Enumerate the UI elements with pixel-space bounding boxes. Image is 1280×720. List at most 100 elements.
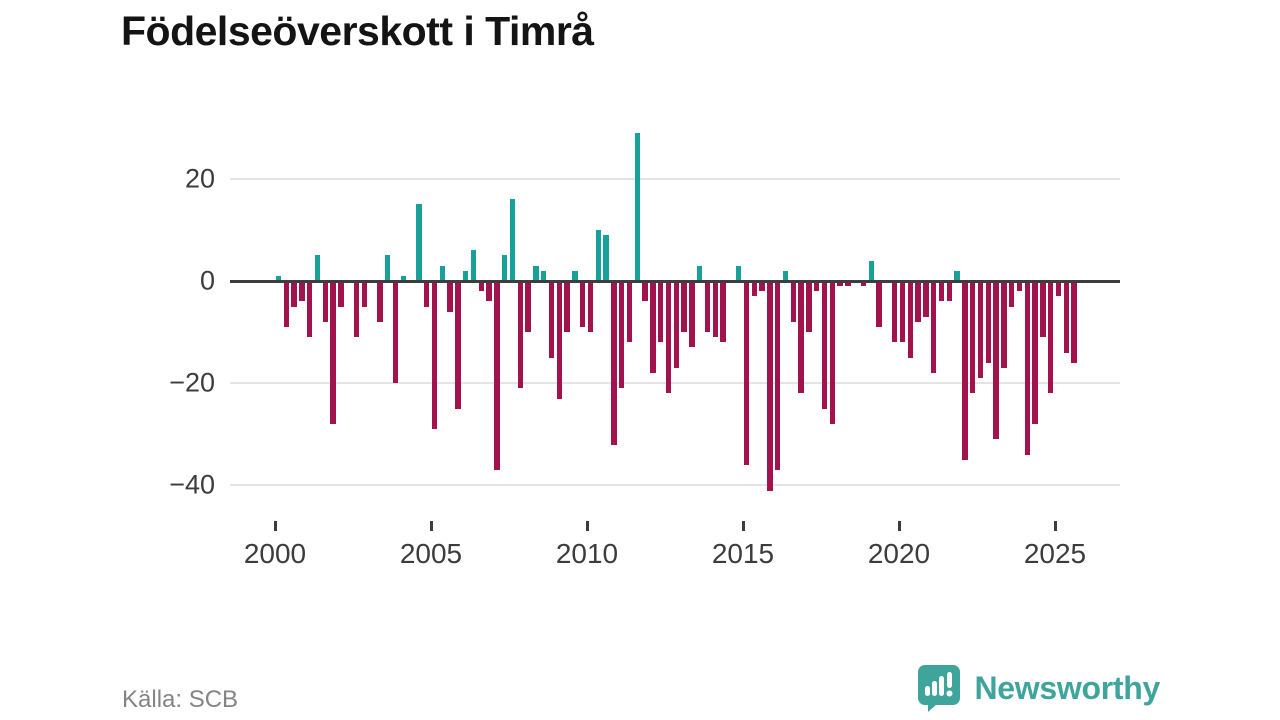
bar: [478, 281, 485, 292]
bar: [611, 281, 617, 445]
bar: [946, 281, 953, 302]
bar: [712, 281, 719, 338]
bar: [299, 281, 305, 302]
bar: [798, 281, 804, 394]
page-title: Födelseöverskott i Timrå: [121, 8, 594, 54]
bar: [735, 265, 742, 281]
bar: [837, 281, 843, 287]
bar: [681, 281, 687, 333]
newsworthy-wordmark: Newsworthy: [974, 669, 1161, 706]
bar: [1001, 281, 1007, 368]
bar: [891, 281, 898, 343]
bar: [330, 281, 336, 425]
bar: [540, 270, 547, 281]
bar: [447, 281, 453, 312]
x-tick-mark-2010: [585, 521, 589, 531]
bar: [1016, 281, 1023, 292]
bar: [517, 281, 524, 389]
bar: [509, 199, 516, 281]
bar: [626, 281, 633, 343]
bar: [829, 281, 836, 425]
x-tick-mark-2015: [741, 521, 745, 531]
bar: [618, 281, 625, 389]
bar: [361, 281, 368, 307]
bar: [392, 281, 399, 384]
bar: [767, 281, 773, 491]
bar: [813, 281, 820, 292]
newsworthy-logo[interactable]: Newsworthy: [917, 664, 1161, 712]
bar: [1040, 281, 1046, 338]
gridline-y--40: [230, 484, 1120, 487]
bar: [439, 265, 446, 281]
bar: [634, 132, 641, 281]
bar: [377, 281, 383, 322]
bar: [306, 281, 313, 338]
bar: [314, 255, 321, 281]
bar: [977, 281, 984, 379]
bar: [486, 281, 492, 302]
bar: [969, 281, 976, 394]
bar: [720, 281, 726, 343]
bar: [525, 281, 531, 333]
bar: [665, 281, 672, 394]
bar: [759, 281, 765, 292]
bar: [353, 281, 360, 338]
gridline-y-20: [230, 177, 1120, 180]
bar: [275, 275, 282, 281]
y-axis-label--40: −40: [169, 469, 215, 500]
bar: [938, 281, 945, 302]
x-axis-label-2020: 2020: [867, 538, 931, 569]
bar: [806, 281, 812, 333]
bar: [431, 281, 438, 430]
x-tick-mark-2000: [273, 521, 277, 531]
bar: [291, 281, 297, 307]
bar: [1071, 281, 1077, 363]
bar: [501, 255, 508, 281]
source-caption: Källa: SCB: [122, 686, 239, 713]
bar: [548, 281, 555, 358]
bar: [1063, 281, 1070, 353]
bar: [455, 281, 461, 409]
bar: [923, 281, 929, 317]
bar: [470, 250, 477, 281]
bar: [322, 281, 329, 322]
bar: [564, 281, 570, 333]
bar: [821, 281, 828, 409]
bar: [868, 260, 875, 281]
bar: [642, 281, 648, 302]
bar: [673, 281, 680, 368]
bar: [338, 281, 344, 307]
bar: [587, 281, 594, 333]
bar: [1032, 281, 1038, 425]
bar: [743, 281, 750, 465]
gridline-y--20: [230, 382, 1120, 385]
newsworthy-speech-bubble-barchart-icon: [917, 664, 961, 712]
bar: [993, 281, 999, 440]
bar: [962, 281, 968, 460]
x-tick-mark-2005: [429, 521, 433, 531]
x-axis-label-2005: 2005: [399, 538, 463, 569]
bar: [907, 281, 914, 358]
bar: [494, 281, 500, 471]
bar: [1024, 281, 1031, 455]
x-tick-mark-2025: [1053, 521, 1057, 531]
bar: [650, 281, 656, 373]
bar: [423, 281, 430, 307]
x-axis-label-2000: 2000: [243, 538, 307, 569]
bar: [790, 281, 797, 322]
x-tick-mark-2020: [897, 521, 901, 531]
bar: [603, 235, 609, 281]
bar: [533, 265, 539, 281]
bar: [915, 281, 921, 322]
bar: [1008, 281, 1015, 307]
bar: [696, 265, 703, 281]
y-axis-label--20: −20: [169, 367, 215, 398]
bar: [595, 229, 602, 281]
x-axis-label-2015: 2015: [711, 538, 775, 569]
bar: [1055, 281, 1062, 297]
bar: [751, 281, 758, 297]
bar: [860, 281, 867, 287]
bar: [954, 270, 960, 281]
bar: [556, 281, 563, 399]
